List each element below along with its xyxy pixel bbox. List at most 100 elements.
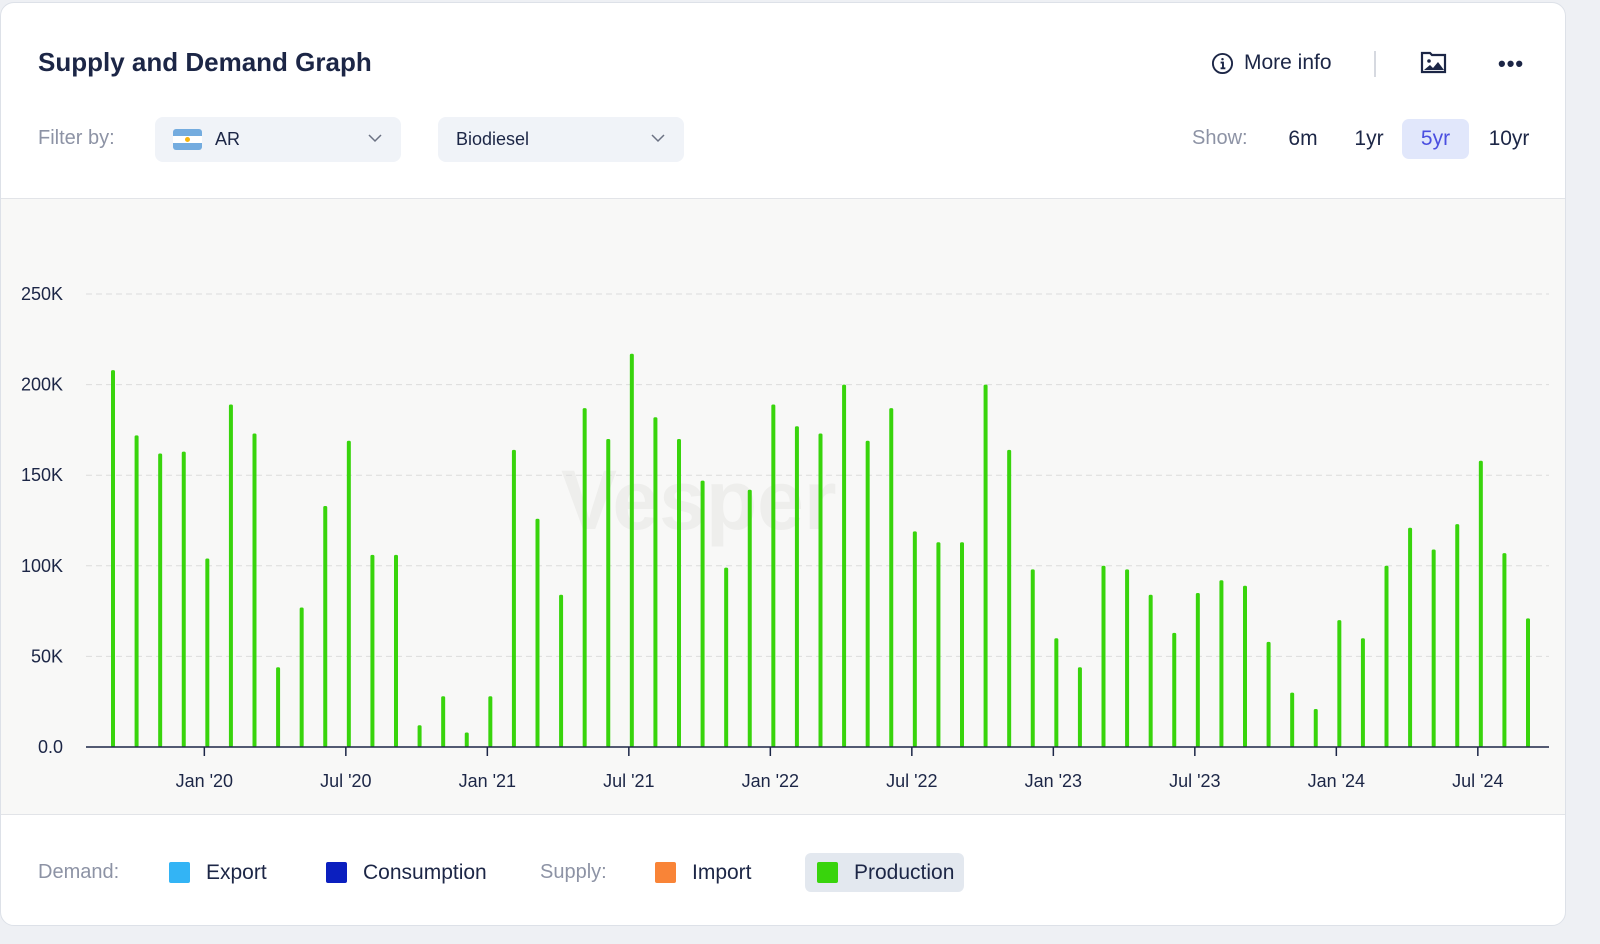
legend-import[interactable]: Import xyxy=(643,853,764,892)
bar xyxy=(1408,527,1413,747)
more-info-button[interactable]: More info xyxy=(1211,51,1332,75)
bar xyxy=(865,440,870,747)
consumption-swatch xyxy=(326,862,347,883)
bar xyxy=(842,384,847,747)
bar xyxy=(1219,580,1224,747)
bar xyxy=(134,435,139,747)
bar xyxy=(252,433,257,747)
production-swatch xyxy=(817,862,838,883)
bar xyxy=(535,518,540,747)
y-tick-label: 150K xyxy=(21,465,63,485)
image-export-icon xyxy=(1420,51,1447,74)
legend-label: Export xyxy=(206,860,267,884)
y-tick-label: 0.0 xyxy=(38,737,63,757)
bar xyxy=(1266,641,1271,747)
x-tick-label: Jul '23 xyxy=(1169,771,1220,791)
bar xyxy=(511,449,516,747)
country-value: AR xyxy=(215,129,241,149)
chart-area: Vesper 0.0 50K 100K 150K 200K 250K Jan '20 Jul '… xyxy=(1,198,1565,815)
product-select[interactable]: Biodiesel xyxy=(438,117,684,162)
bar xyxy=(158,453,163,747)
bar xyxy=(771,404,776,747)
bar xyxy=(1125,569,1130,747)
demand-label: Demand: xyxy=(38,861,120,883)
bar xyxy=(1313,708,1318,747)
more-dots-icon[interactable]: ••• xyxy=(1498,51,1525,76)
argentina-flag-icon xyxy=(173,129,202,150)
bar xyxy=(205,558,210,747)
bar xyxy=(276,667,281,747)
bar xyxy=(1290,692,1295,747)
bar xyxy=(1172,632,1177,747)
bar xyxy=(1384,565,1389,747)
bar xyxy=(1526,618,1530,747)
bar xyxy=(111,370,115,747)
x-tick-label: Jul '21 xyxy=(603,771,654,791)
country-select[interactable]: AR xyxy=(155,117,401,162)
bar xyxy=(346,440,351,747)
supply-label: Supply: xyxy=(540,861,607,883)
page-title: Supply and Demand Graph xyxy=(38,47,372,77)
bar xyxy=(1360,638,1365,747)
bar xyxy=(582,408,587,747)
legend-label: Consumption xyxy=(363,860,487,884)
filter-label: Filter by: xyxy=(38,127,115,149)
range-5yr[interactable]: 5yr xyxy=(1402,119,1469,159)
export-swatch xyxy=(169,862,190,883)
bar xyxy=(747,489,752,747)
bar xyxy=(1007,449,1012,747)
bar xyxy=(488,696,493,747)
x-tick-label: Jan '21 xyxy=(459,771,516,791)
legend-export[interactable]: Export xyxy=(157,853,279,892)
bar xyxy=(724,567,729,747)
bar xyxy=(1077,667,1082,747)
bar xyxy=(677,438,681,747)
x-tick-label: Jul '24 xyxy=(1452,771,1503,791)
legend-consumption[interactable]: Consumption xyxy=(314,853,499,892)
bar xyxy=(700,480,705,747)
bar xyxy=(606,438,611,747)
product-value: Biodiesel xyxy=(456,129,530,149)
bar xyxy=(559,594,564,747)
bar xyxy=(1478,460,1483,747)
bar xyxy=(1054,638,1059,747)
bar xyxy=(1431,549,1436,747)
supply-demand-card: Supply and Demand Graph More info ••• Fi… xyxy=(0,2,1566,926)
bar xyxy=(441,696,446,747)
range-6m[interactable]: 6m xyxy=(1288,127,1318,150)
chevron-down-icon xyxy=(368,134,382,143)
range-1yr[interactable]: 1yr xyxy=(1354,127,1384,150)
x-tick-label: Jan '24 xyxy=(1308,771,1365,791)
bar xyxy=(983,384,988,747)
more-info-label: More info xyxy=(1244,51,1332,74)
x-tick-label: Jul '22 xyxy=(886,771,937,791)
y-tick-label: 50K xyxy=(31,646,63,666)
bar xyxy=(1337,620,1342,747)
bar xyxy=(1148,594,1153,747)
bar xyxy=(912,531,917,747)
bar xyxy=(1455,524,1460,747)
bar xyxy=(1243,585,1247,747)
bar xyxy=(394,554,398,747)
bar xyxy=(794,426,799,747)
bar xyxy=(370,554,375,747)
range-10yr[interactable]: 10yr xyxy=(1488,127,1530,150)
legend-production[interactable]: Production xyxy=(805,853,965,892)
image-export-button[interactable] xyxy=(1420,50,1447,79)
x-tick-label: Jan '20 xyxy=(176,771,233,791)
bar xyxy=(1195,592,1200,747)
legend-label: Production xyxy=(854,860,955,884)
bar xyxy=(936,542,941,747)
x-tick-label: Jul '20 xyxy=(320,771,371,791)
y-tick-label: 250K xyxy=(21,284,63,304)
info-icon xyxy=(1211,52,1234,74)
x-tick-label: Jan '22 xyxy=(742,771,799,791)
bar xyxy=(1101,565,1106,747)
bar xyxy=(417,725,422,747)
bar xyxy=(629,353,634,747)
show-label: Show: xyxy=(1192,127,1248,149)
import-swatch xyxy=(655,862,676,883)
bar xyxy=(960,542,964,747)
bar xyxy=(181,451,186,747)
